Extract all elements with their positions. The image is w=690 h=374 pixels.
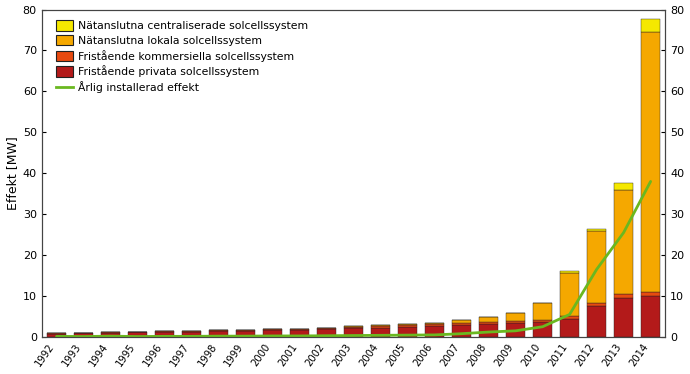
- Bar: [560, 273, 579, 316]
- Bar: [479, 322, 498, 324]
- Bar: [533, 322, 552, 337]
- Bar: [479, 317, 498, 322]
- Bar: [560, 316, 579, 319]
- Bar: [587, 231, 606, 303]
- Bar: [614, 294, 633, 298]
- Bar: [344, 327, 363, 328]
- Bar: [74, 332, 93, 333]
- Bar: [614, 184, 633, 190]
- Bar: [236, 331, 255, 337]
- Bar: [317, 329, 336, 337]
- Bar: [533, 320, 552, 322]
- Bar: [209, 331, 228, 337]
- Bar: [452, 325, 471, 337]
- Bar: [371, 325, 390, 326]
- Bar: [641, 19, 660, 32]
- Bar: [47, 333, 66, 334]
- Bar: [209, 330, 228, 331]
- Bar: [533, 303, 552, 320]
- Bar: [74, 333, 93, 337]
- Bar: [560, 272, 579, 273]
- Bar: [398, 327, 417, 337]
- Bar: [344, 328, 363, 337]
- Bar: [479, 324, 498, 337]
- Bar: [263, 329, 282, 330]
- Bar: [317, 328, 336, 329]
- Bar: [587, 303, 606, 306]
- Bar: [425, 326, 444, 337]
- Bar: [263, 330, 282, 337]
- Bar: [452, 323, 471, 325]
- Bar: [506, 324, 525, 337]
- Bar: [101, 333, 120, 337]
- Bar: [101, 332, 120, 333]
- Bar: [641, 296, 660, 337]
- Y-axis label: Effekt [MW]: Effekt [MW]: [6, 137, 19, 210]
- Bar: [236, 330, 255, 331]
- Bar: [587, 229, 606, 231]
- Bar: [155, 331, 174, 332]
- Bar: [371, 328, 390, 337]
- Bar: [371, 326, 390, 328]
- Bar: [425, 324, 444, 326]
- Bar: [425, 323, 444, 324]
- Bar: [614, 298, 633, 337]
- Bar: [641, 291, 660, 296]
- Bar: [128, 332, 147, 337]
- Legend: Nätanslutna centraliserade solcellssystem, Nätanslutna lokala solcellssystem, Fr: Nätanslutna centraliserade solcellssyste…: [53, 18, 310, 95]
- Bar: [641, 32, 660, 291]
- Bar: [47, 334, 66, 337]
- Bar: [290, 329, 309, 330]
- Bar: [182, 332, 201, 337]
- Bar: [506, 313, 525, 321]
- Bar: [614, 190, 633, 294]
- Bar: [452, 321, 471, 323]
- Bar: [560, 319, 579, 337]
- Bar: [155, 332, 174, 337]
- Bar: [398, 324, 417, 325]
- Bar: [182, 331, 201, 332]
- Bar: [506, 321, 525, 324]
- Bar: [587, 306, 606, 337]
- Bar: [290, 330, 309, 337]
- Bar: [398, 325, 417, 327]
